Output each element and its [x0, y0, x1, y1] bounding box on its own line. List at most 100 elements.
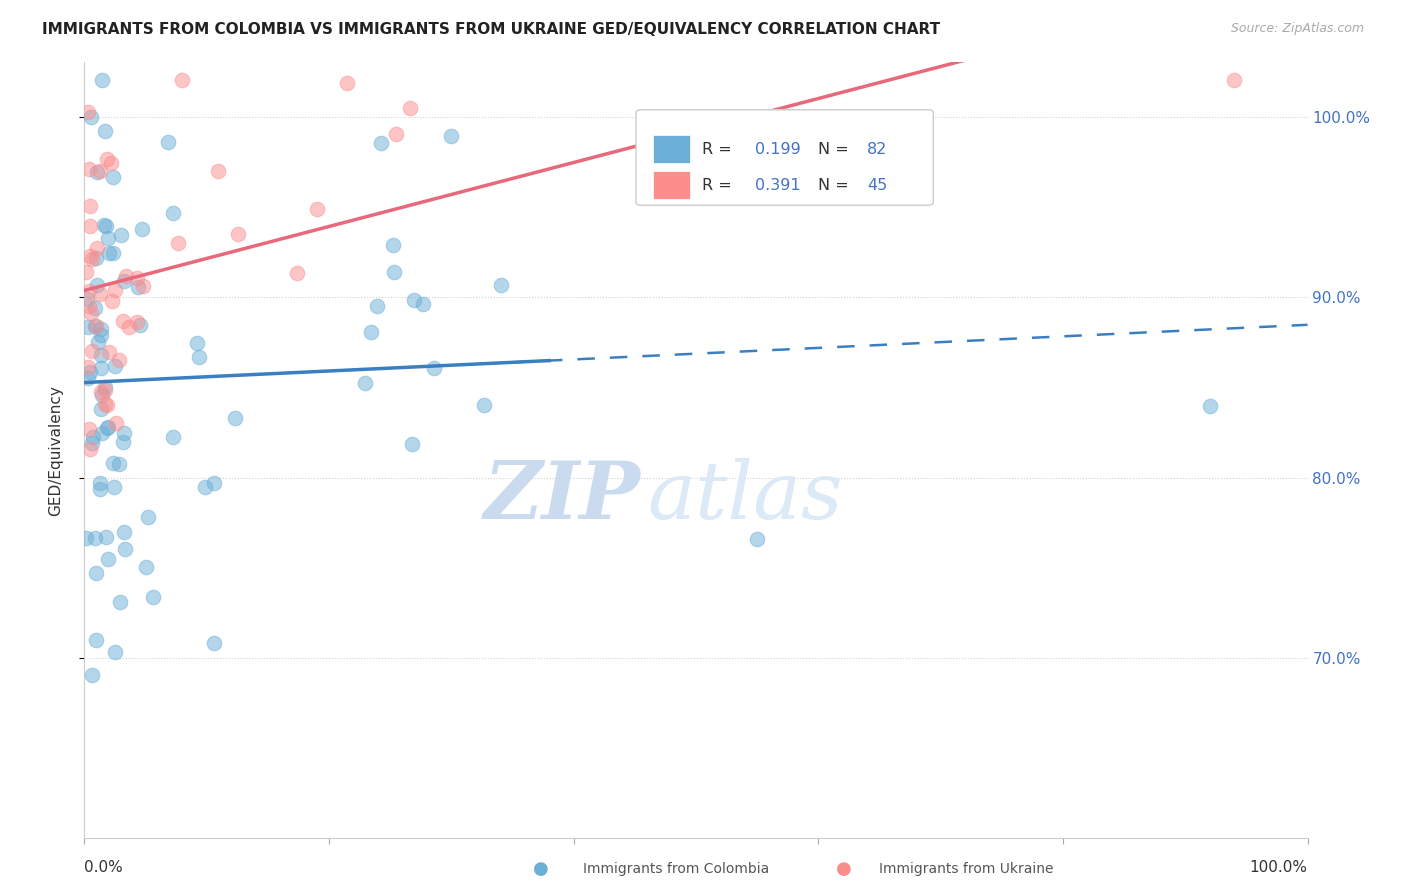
Point: [75, 531, 97, 545]
Point: [86, 241, 108, 255]
Point: [77, 299, 100, 313]
Point: [77, 422, 100, 436]
Point: [360, 326, 382, 340]
Point: [93, 124, 115, 138]
Text: 45: 45: [868, 178, 887, 193]
Point: [77, 285, 100, 299]
Point: [82, 668, 104, 682]
Point: [112, 525, 135, 540]
Point: [202, 636, 225, 650]
Point: [110, 227, 132, 242]
Point: [188, 351, 211, 365]
Point: [97, 245, 120, 260]
Point: [75, 265, 97, 279]
Point: [103, 246, 125, 260]
Point: [77, 360, 100, 375]
Point: [84, 566, 107, 581]
Point: [131, 222, 153, 236]
Point: [79, 199, 101, 213]
Point: [96, 420, 118, 434]
Point: [94, 397, 117, 411]
Point: [77, 320, 100, 334]
Point: [77, 371, 100, 385]
Point: [98, 344, 121, 359]
Point: [96, 398, 118, 412]
Point: [79, 110, 101, 124]
Point: [162, 205, 184, 219]
Point: [370, 136, 392, 151]
Point: [94, 383, 117, 397]
Point: [307, 202, 329, 216]
Point: [96, 231, 118, 245]
Point: [83, 532, 105, 546]
Point: [129, 318, 152, 333]
Point: [84, 632, 107, 647]
Point: [82, 436, 104, 450]
Point: [423, 361, 446, 376]
Point: [440, 128, 463, 143]
Point: [186, 336, 208, 351]
Point: [89, 482, 111, 496]
Text: Immigrants from Colombia: Immigrants from Colombia: [583, 862, 769, 876]
Point: [104, 284, 127, 298]
Point: [96, 153, 118, 167]
Text: N =: N =: [818, 178, 855, 193]
Point: [86, 318, 108, 333]
Text: Source: ZipAtlas.com: Source: ZipAtlas.com: [1230, 22, 1364, 36]
Point: [336, 77, 359, 91]
Point: [90, 401, 112, 416]
Point: [118, 320, 141, 334]
Point: [90, 385, 112, 400]
Text: 100.0%: 100.0%: [1250, 860, 1308, 875]
Point: [79, 442, 101, 457]
Point: [103, 480, 125, 494]
Point: [90, 328, 112, 343]
Point: [84, 252, 107, 266]
Text: R =: R =: [702, 178, 737, 193]
Point: [385, 127, 408, 141]
Point: [89, 476, 111, 491]
Point: [89, 164, 111, 178]
Point: [90, 322, 112, 336]
Point: [86, 277, 108, 292]
Point: [97, 419, 120, 434]
Text: atlas: atlas: [647, 458, 842, 536]
Point: [93, 218, 115, 232]
Point: [202, 476, 225, 491]
Point: [103, 456, 125, 470]
Point: [135, 559, 157, 574]
Point: [86, 165, 108, 179]
Point: [94, 379, 117, 393]
Point: [80, 343, 103, 358]
Point: [96, 530, 118, 544]
Point: [89, 287, 111, 301]
Point: [76, 105, 98, 120]
Point: [101, 169, 124, 184]
Point: [90, 388, 112, 402]
Point: [382, 238, 405, 252]
Point: [285, 266, 308, 280]
FancyBboxPatch shape: [654, 136, 690, 163]
Y-axis label: GED/Equivalency: GED/Equivalency: [49, 385, 63, 516]
FancyBboxPatch shape: [654, 171, 690, 199]
Point: [79, 219, 101, 233]
Point: [224, 411, 246, 425]
Text: ●: ●: [835, 860, 852, 878]
Point: [1223, 73, 1246, 87]
Point: [226, 227, 249, 241]
Point: [76, 293, 98, 307]
Point: [112, 274, 135, 288]
Point: [90, 73, 112, 87]
Text: R =: R =: [702, 142, 737, 157]
Point: [353, 376, 375, 390]
Text: Immigrants from Ukraine: Immigrants from Ukraine: [879, 862, 1053, 876]
Text: 82: 82: [868, 142, 887, 157]
Point: [90, 348, 112, 362]
Point: [108, 595, 131, 609]
Point: [111, 314, 134, 328]
Text: 0.199: 0.199: [755, 142, 800, 157]
Point: [91, 426, 114, 441]
Point: [87, 334, 110, 349]
Point: [412, 297, 434, 311]
Text: ZIP: ZIP: [484, 458, 641, 536]
